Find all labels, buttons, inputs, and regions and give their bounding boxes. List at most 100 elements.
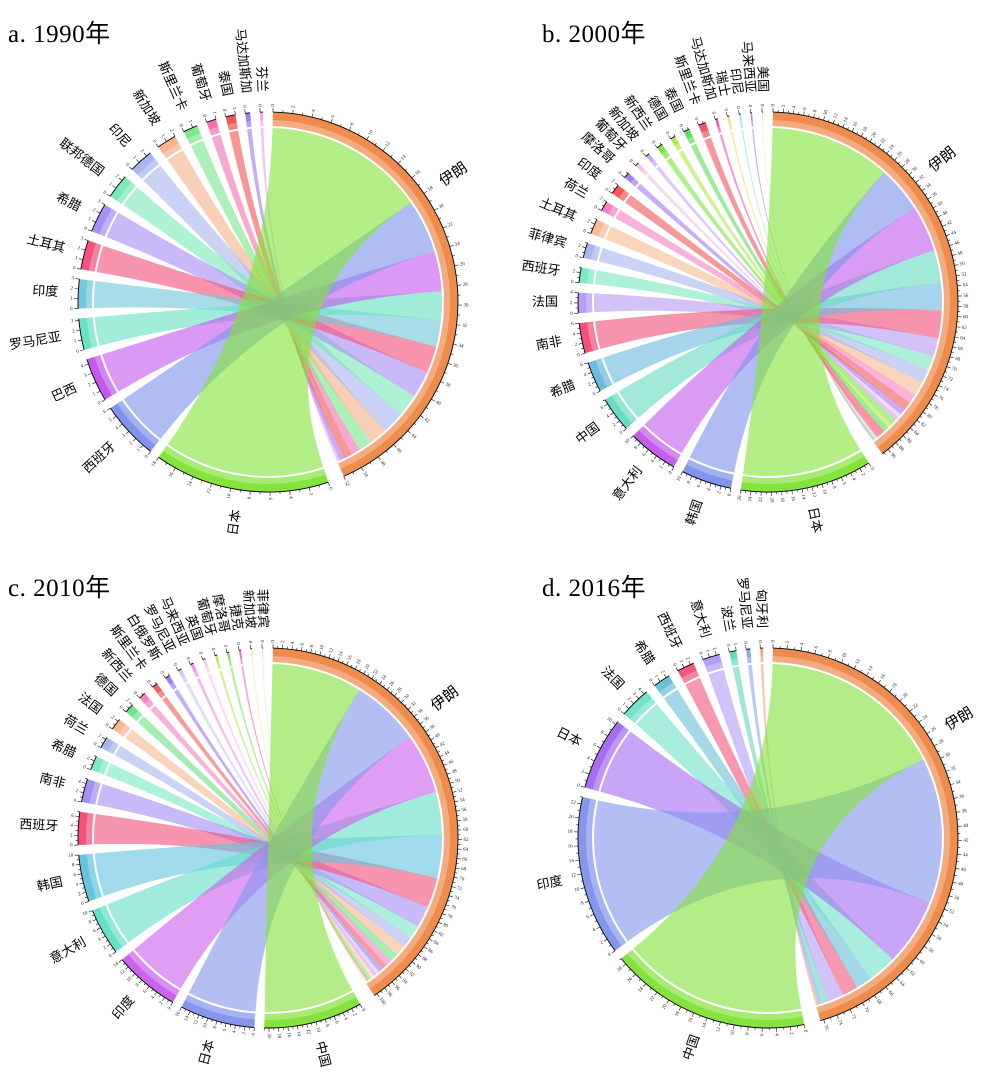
svg-text:40: 40 — [942, 210, 949, 217]
svg-text:希腊: 希腊 — [548, 377, 578, 401]
svg-text:8: 8 — [350, 122, 356, 127]
svg-text:2: 2 — [351, 1013, 357, 1018]
svg-text:2: 2 — [610, 179, 615, 185]
svg-text:西班牙: 西班牙 — [19, 816, 59, 833]
svg-text:2: 2 — [588, 382, 593, 388]
svg-text:10: 10 — [624, 438, 631, 445]
svg-text:2: 2 — [124, 698, 130, 704]
svg-text:60: 60 — [963, 315, 969, 320]
svg-text:0: 0 — [608, 952, 613, 958]
svg-text:4: 4 — [800, 642, 805, 646]
svg-text:12: 12 — [833, 113, 840, 120]
svg-text:64: 64 — [960, 336, 966, 342]
svg-text:0: 0 — [616, 171, 622, 177]
svg-text:66: 66 — [957, 346, 964, 352]
svg-text:30: 30 — [463, 303, 469, 308]
svg-text:44: 44 — [410, 433, 417, 440]
svg-text:0: 0 — [725, 644, 731, 648]
svg-text:22: 22 — [570, 800, 576, 806]
svg-text:0: 0 — [184, 656, 190, 661]
svg-text:10: 10 — [68, 854, 74, 859]
svg-text:0: 0 — [70, 307, 73, 312]
svg-text:10: 10 — [314, 1027, 320, 1034]
svg-text:56: 56 — [461, 808, 467, 814]
svg-text:16: 16 — [568, 844, 574, 849]
svg-text:8: 8 — [135, 983, 141, 989]
svg-text:14: 14 — [843, 116, 850, 123]
svg-text:0: 0 — [76, 349, 80, 355]
svg-text:10: 10 — [676, 475, 683, 482]
svg-text:56: 56 — [963, 294, 969, 299]
svg-text:0: 0 — [575, 254, 579, 260]
svg-text:4: 4 — [583, 373, 588, 379]
svg-text:50: 50 — [361, 471, 368, 478]
svg-text:28: 28 — [938, 739, 945, 746]
svg-text:8: 8 — [581, 901, 585, 907]
svg-text:42: 42 — [947, 220, 954, 227]
svg-text:20: 20 — [365, 663, 372, 670]
svg-text:0: 0 — [271, 640, 276, 643]
svg-text:意大利: 意大利 — [688, 598, 714, 640]
svg-text:76: 76 — [822, 1024, 828, 1031]
svg-text:64: 64 — [898, 981, 905, 988]
svg-text:0: 0 — [81, 901, 85, 907]
svg-text:希腊: 希腊 — [49, 737, 79, 761]
svg-text:韩国: 韩国 — [35, 874, 64, 894]
svg-text:20: 20 — [662, 1003, 669, 1010]
svg-text:0: 0 — [92, 742, 97, 748]
svg-text:2: 2 — [129, 441, 135, 447]
svg-text:2: 2 — [599, 940, 604, 946]
svg-text:0: 0 — [124, 162, 130, 168]
svg-text:2: 2 — [139, 149, 145, 155]
svg-text:2: 2 — [168, 128, 174, 133]
svg-text:伊朗: 伊朗 — [436, 159, 470, 190]
svg-text:6: 6 — [586, 915, 591, 921]
svg-text:82: 82 — [437, 932, 444, 939]
svg-text:0: 0 — [222, 644, 228, 648]
svg-text:0: 0 — [592, 392, 597, 398]
svg-text:3: 3 — [84, 373, 89, 379]
svg-text:88: 88 — [421, 956, 428, 963]
svg-text:新加坡: 新加坡 — [240, 589, 258, 629]
svg-text:18: 18 — [892, 682, 899, 689]
svg-text:6: 6 — [571, 322, 575, 327]
svg-text:26: 26 — [930, 726, 937, 733]
svg-text:48: 48 — [957, 882, 964, 888]
svg-text:8: 8 — [324, 1024, 330, 1028]
svg-text:6: 6 — [143, 989, 149, 994]
svg-text:88: 88 — [897, 445, 904, 452]
svg-text:58: 58 — [462, 818, 468, 823]
svg-text:22: 22 — [649, 995, 656, 1002]
svg-text:0: 0 — [252, 1032, 257, 1035]
svg-text:0: 0 — [210, 647, 216, 651]
svg-text:30: 30 — [404, 693, 411, 700]
svg-text:80: 80 — [442, 923, 449, 930]
svg-text:菲律宾: 菲律宾 — [527, 226, 569, 251]
svg-text:16: 16 — [415, 169, 422, 176]
svg-text:68: 68 — [461, 867, 467, 873]
svg-text:96: 96 — [393, 985, 400, 992]
svg-text:0: 0 — [172, 663, 178, 668]
svg-text:30: 30 — [912, 166, 919, 173]
svg-text:0: 0 — [593, 205, 598, 211]
svg-text:0: 0 — [735, 106, 740, 110]
svg-text:80: 80 — [926, 414, 933, 421]
svg-text:4: 4 — [570, 290, 573, 295]
svg-text:土耳其: 土耳其 — [537, 195, 579, 224]
svg-text:0: 0 — [728, 493, 733, 497]
svg-text:斯里兰卡: 斯里兰卡 — [156, 59, 191, 113]
svg-text:4: 4 — [70, 824, 73, 829]
svg-text:24: 24 — [381, 674, 388, 681]
svg-text:菲律宾: 菲律宾 — [255, 589, 271, 628]
svg-text:58: 58 — [927, 948, 934, 955]
svg-text:0: 0 — [668, 470, 674, 475]
svg-text:意大利: 意大利 — [47, 934, 88, 966]
svg-text:6: 6 — [600, 405, 605, 411]
svg-text:40: 40 — [434, 733, 441, 740]
panel-title-2000: b. 2000年 — [542, 21, 647, 48]
svg-text:0: 0 — [771, 104, 776, 107]
svg-text:18: 18 — [276, 1033, 281, 1039]
svg-text:葡萄牙: 葡萄牙 — [188, 62, 214, 104]
svg-text:74: 74 — [942, 386, 949, 393]
svg-text:38: 38 — [937, 201, 944, 208]
